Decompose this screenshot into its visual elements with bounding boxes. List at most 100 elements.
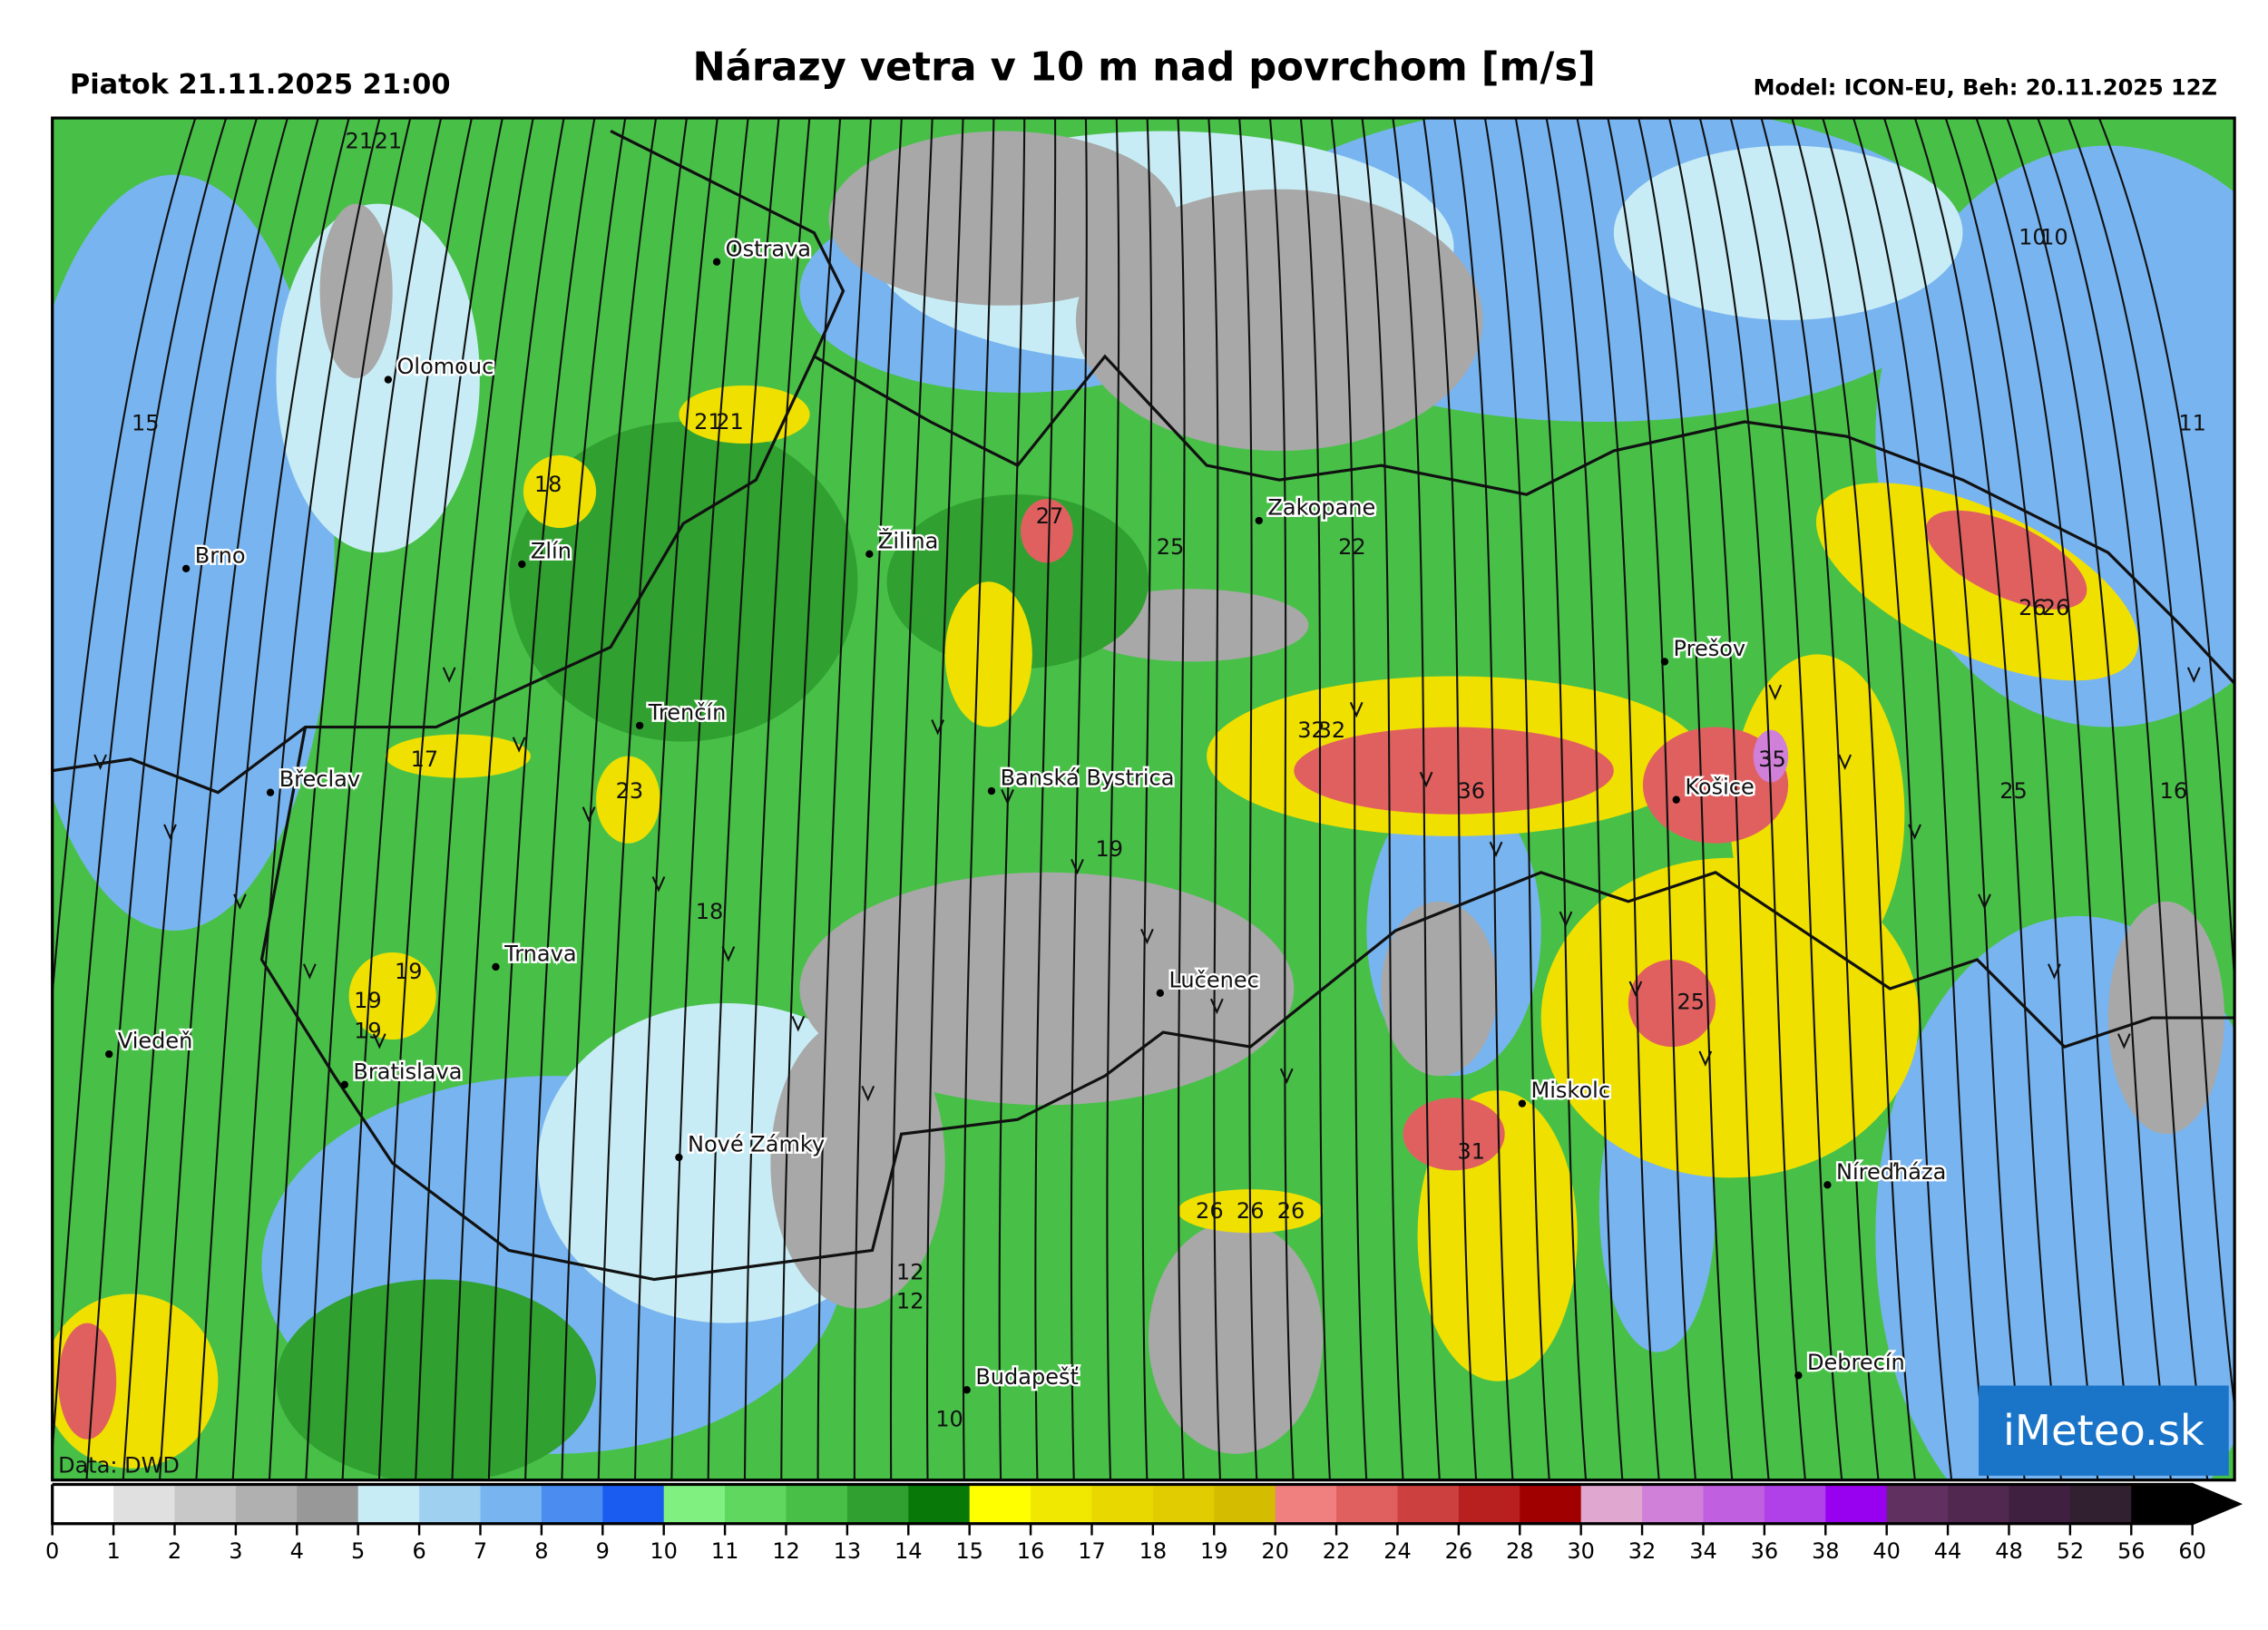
logo: iMeteo.sk [2003,1406,2204,1455]
city-dot [1255,516,1263,525]
colorbar-segment [2069,1484,2133,1524]
stream-arrow [1209,998,1224,1015]
map-value: 32 [1297,717,1325,743]
streamline [524,118,627,1480]
city-dot [1518,1099,1527,1108]
colorbar: 0 1 2 3 4 5 6 7 8 9 10 11 12 13 14 15 16 17 18 19 20 22 24 26 28… [45,1482,2244,1564]
map-value: 18 [534,472,562,497]
streamline [597,118,688,1480]
streamline [780,118,842,1480]
city-dot [865,550,874,559]
colorbar-tick-label: 15 [955,1538,983,1564]
city-dot [340,1080,348,1088]
colorbar-tick-label: 9 [596,1538,610,1564]
colorbar-tick-label: 20 [1261,1538,1289,1564]
colorbar-tick-label: 56 [2117,1538,2146,1564]
map-value: 12 [896,1289,924,1314]
streamlines [52,118,2235,1480]
stream-arrow [442,667,456,683]
colorbar-segment [846,1484,910,1524]
streamline [1177,118,1186,1480]
map-value: 10 [2040,224,2068,249]
stream-arrow [512,737,526,753]
map-title: Nárazy vetra v 10 m nad povrchom [m/s] [693,44,1596,90]
stream-arrow [2048,963,2061,980]
colorbar-outline [51,1482,2244,1526]
colorbar-tick-label: 26 [1445,1538,1473,1564]
streamline [561,118,658,1480]
map-value: 11 [2178,411,2206,436]
stream-arrow [651,876,666,893]
stream-arrow [2116,1033,2131,1049]
streamline [1944,118,2099,1480]
streamline [1760,118,1880,1480]
streamline [52,118,228,1462]
colorbar-tick-label: 40 [1872,1538,1901,1564]
colorbar-tick-label: 10 [650,1538,678,1564]
city-label: Debrecín [1807,1350,1905,1375]
colorbar-tick-label: 30 [1567,1538,1595,1564]
colorbar-segment [1091,1484,1154,1524]
map-value: 22 [1338,534,1366,560]
logo-box [1979,1385,2229,1476]
colorbar-tick-label: 8 [534,1538,548,1564]
stream-arrow [93,754,107,770]
streamline [1514,118,1588,1480]
colorbar-segment [1031,1484,1093,1524]
colorbar-segment [480,1484,543,1524]
stream-arrow [721,946,736,962]
map-value: 21 [716,409,744,434]
city-label: Košice [1685,774,1754,799]
colorbar-segment [297,1484,359,1524]
streamline [1698,118,1806,1480]
stream-arrow [1489,841,1503,858]
stream-arrow [1140,928,1154,945]
streamline [1392,118,1441,1480]
colorbar-tick-label: 4 [290,1538,304,1564]
stream-arrow [1838,754,1853,770]
map-value: 26 [1277,1198,1305,1224]
colorbar-segment [1580,1484,1643,1524]
streamline [1729,118,1843,1480]
map-value: 21 [694,409,722,434]
colorbar-tick-label: 2 [168,1538,181,1564]
streamline [1422,118,1478,1480]
colorbar-tick-label: 17 [1078,1538,1106,1564]
stream-arrow [1698,1050,1713,1067]
streamline [1299,118,1331,1480]
colorbar-segment [602,1484,665,1524]
map-value: 19 [1095,836,1123,862]
streamline [1106,118,1120,1480]
city-label: Prešov [1674,636,1746,661]
stream-arrow [861,1085,875,1102]
colorbar-segment [663,1484,726,1524]
colorbar-tick-label: 60 [2178,1538,2206,1564]
colorbar-tick-label: 22 [1323,1538,1351,1564]
colorbar-segment [1886,1484,1949,1524]
streamline [1268,118,1295,1480]
colorbar-segment [725,1484,787,1524]
map-value: 27 [1036,503,1064,529]
map-field [52,118,2235,1480]
streamline [1330,118,1368,1480]
colorbar-tick-label: 38 [1812,1538,1840,1564]
colorbar-segment [235,1484,298,1524]
map-value: 10 [935,1406,963,1431]
streamline [415,118,534,1480]
city-label: Lučenec [1168,967,1258,992]
colorbar-segment [1397,1484,1460,1524]
streamline [1141,118,1153,1480]
map-value: 36 [1458,778,1486,804]
model-label: Model: ICON-EU, Beh: 20.11.2025 12Z [1754,74,2217,100]
stream-arrow [1419,771,1433,788]
city-label: Olomouc [397,354,494,379]
colorbar-segment [2131,1484,2239,1524]
field-red [58,498,2087,1440]
colorbar-tick-label: 16 [1017,1538,1045,1564]
city-dot [492,962,500,971]
colorbar-tick-label: 52 [2057,1538,2085,1564]
colorbar-segment [174,1484,237,1524]
city-label: Trnava [503,942,576,967]
map-value: 21 [375,129,403,154]
